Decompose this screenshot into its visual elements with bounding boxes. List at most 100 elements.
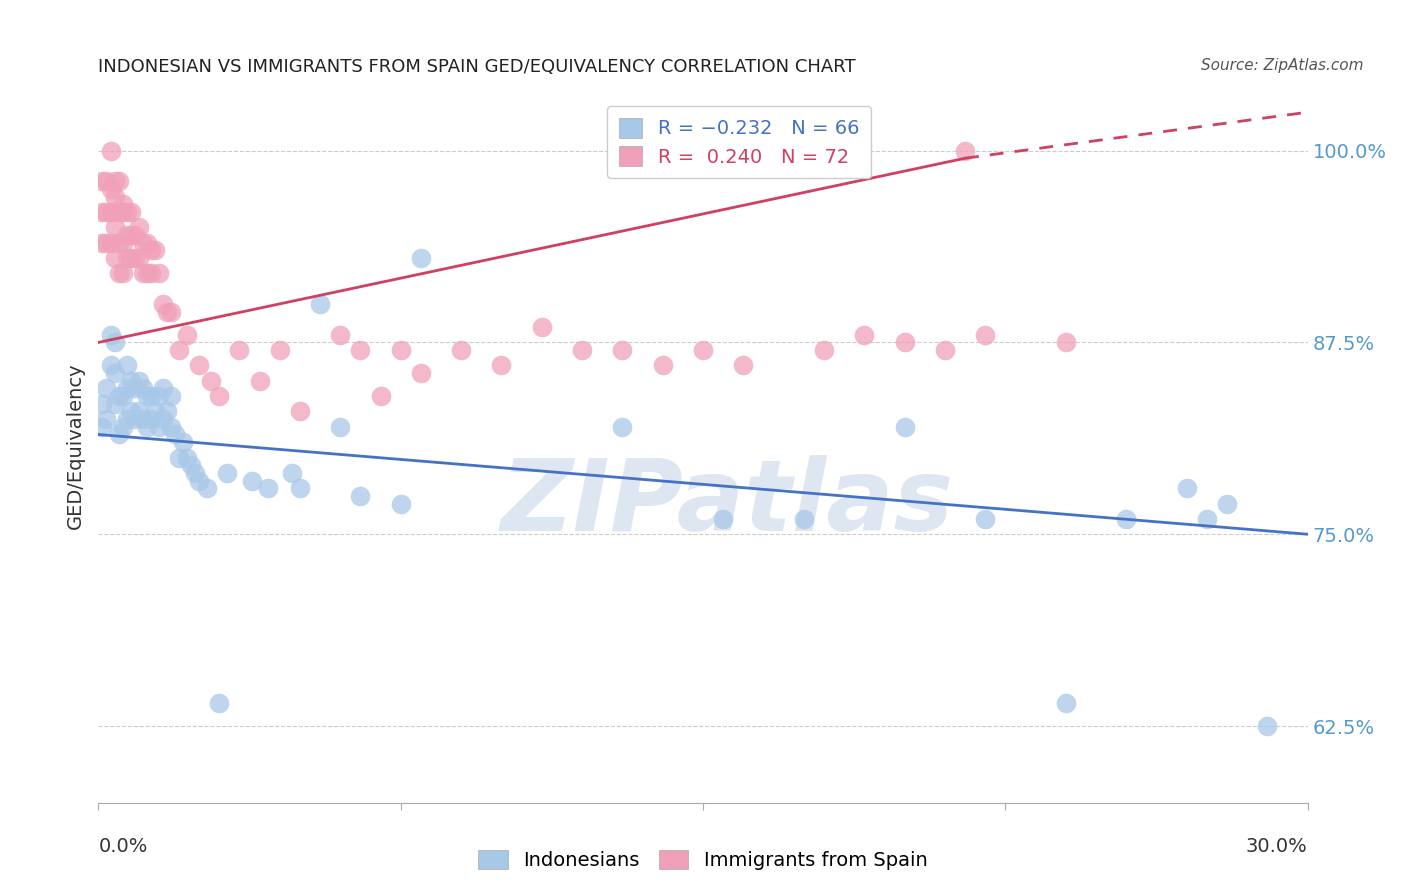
Point <box>135 266 157 280</box>
Point <box>188 359 211 373</box>
Point <box>96 412 118 426</box>
Point <box>124 412 146 426</box>
Point <box>200 374 222 388</box>
Point <box>132 412 155 426</box>
Point <box>409 366 432 380</box>
Legend: R = −0.232   N = 66, R =  0.240   N = 72: R = −0.232 N = 66, R = 0.240 N = 72 <box>607 106 872 178</box>
Point <box>612 343 634 357</box>
Point <box>135 235 157 250</box>
Point <box>91 397 114 411</box>
Point <box>184 466 207 480</box>
Point <box>217 466 239 480</box>
Point <box>103 335 125 350</box>
Point <box>249 374 271 388</box>
Point <box>96 235 118 250</box>
Point <box>91 174 114 188</box>
Point <box>91 419 114 434</box>
Point <box>139 412 162 426</box>
Legend: Indonesians, Immigrants from Spain: Indonesians, Immigrants from Spain <box>471 842 935 878</box>
Point <box>143 404 166 418</box>
Point <box>974 327 997 342</box>
Point <box>100 327 122 342</box>
Point <box>160 419 183 434</box>
Point <box>100 359 122 373</box>
Point <box>143 244 166 258</box>
Point <box>893 335 915 350</box>
Point <box>96 174 118 188</box>
Point <box>128 251 150 265</box>
Point <box>152 297 174 311</box>
Point <box>188 474 211 488</box>
Point <box>139 266 162 280</box>
Point <box>651 359 673 373</box>
Point <box>176 327 198 342</box>
Point <box>103 174 125 188</box>
Point <box>163 427 186 442</box>
Point <box>195 481 218 495</box>
Point <box>103 366 125 380</box>
Point <box>692 343 714 357</box>
Point <box>120 251 142 265</box>
Point <box>111 389 134 403</box>
Point <box>115 381 138 395</box>
Point <box>733 359 755 373</box>
Text: ZIPatlas: ZIPatlas <box>501 455 953 551</box>
Point <box>91 205 114 219</box>
Point <box>349 343 371 357</box>
Point <box>1216 497 1239 511</box>
Point <box>281 466 304 480</box>
Point <box>120 374 142 388</box>
Point <box>100 144 122 158</box>
Point <box>240 474 263 488</box>
Point <box>793 512 815 526</box>
Point <box>132 381 155 395</box>
Point <box>152 412 174 426</box>
Text: 30.0%: 30.0% <box>1246 837 1308 855</box>
Y-axis label: GED/Equivalency: GED/Equivalency <box>66 363 84 529</box>
Point <box>115 251 138 265</box>
Point <box>934 343 956 357</box>
Point <box>100 235 122 250</box>
Point <box>103 220 125 235</box>
Point <box>180 458 202 473</box>
Point <box>160 304 183 318</box>
Point <box>107 205 129 219</box>
Point <box>612 419 634 434</box>
Point <box>96 205 118 219</box>
Point <box>100 182 122 196</box>
Point <box>450 343 472 357</box>
Point <box>974 512 997 526</box>
Point <box>711 512 734 526</box>
Point <box>571 343 593 357</box>
Point <box>96 381 118 395</box>
Point <box>132 266 155 280</box>
Point <box>103 251 125 265</box>
Point <box>124 381 146 395</box>
Point <box>370 389 392 403</box>
Point <box>893 419 915 434</box>
Point <box>148 389 170 403</box>
Point <box>120 205 142 219</box>
Point <box>256 481 278 495</box>
Point <box>132 235 155 250</box>
Point <box>288 404 311 418</box>
Text: 0.0%: 0.0% <box>98 837 148 855</box>
Point <box>115 227 138 242</box>
Point <box>115 205 138 219</box>
Point <box>1054 696 1077 710</box>
Point <box>329 419 352 434</box>
Point <box>288 481 311 495</box>
Point <box>309 297 332 311</box>
Point <box>111 197 134 211</box>
Text: INDONESIAN VS IMMIGRANTS FROM SPAIN GED/EQUIVALENCY CORRELATION CHART: INDONESIAN VS IMMIGRANTS FROM SPAIN GED/… <box>98 58 856 76</box>
Point <box>152 381 174 395</box>
Point <box>389 343 412 357</box>
Point <box>530 320 553 334</box>
Point <box>124 251 146 265</box>
Point <box>107 235 129 250</box>
Point <box>329 327 352 342</box>
Point <box>491 359 513 373</box>
Point <box>128 404 150 418</box>
Point <box>124 227 146 242</box>
Point <box>135 389 157 403</box>
